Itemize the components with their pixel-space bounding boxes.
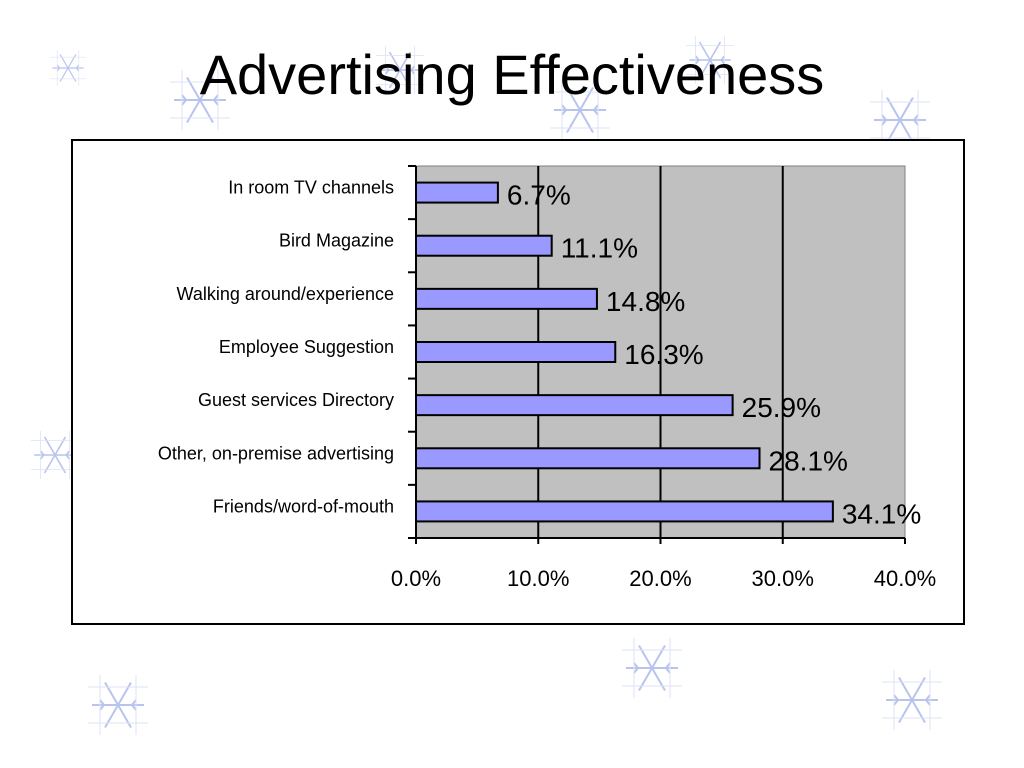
data-label: 25.9%: [742, 392, 821, 423]
data-label: 14.8%: [606, 286, 685, 317]
category-label: Walking around/experience: [177, 284, 394, 304]
category-label: Bird Magazine: [279, 231, 394, 251]
data-label: 11.1%: [561, 233, 638, 264]
x-tick-label: 30.0%: [752, 566, 814, 591]
x-tick-label: 0.0%: [391, 566, 441, 591]
x-tick-label: 10.0%: [507, 566, 569, 591]
bar: [415, 394, 734, 417]
bar: [415, 181, 499, 204]
data-label: 34.1%: [842, 498, 921, 529]
category-label: In room TV channels: [228, 178, 394, 198]
category-label: Friends/word-of-mouth: [213, 496, 394, 516]
data-label: 6.7%: [507, 180, 571, 211]
bar: [415, 341, 617, 363]
bar: [415, 447, 761, 470]
data-label: 28.1%: [769, 445, 848, 476]
x-tick-label: 40.0%: [874, 566, 936, 591]
category-label: Guest services Directory: [198, 390, 394, 410]
slide-title: Advertising Effectiveness: [199, 43, 825, 106]
bar: [415, 500, 834, 523]
x-tick-label: 20.0%: [629, 566, 691, 591]
category-label: Other, on-premise advertising: [158, 443, 394, 463]
bar: [415, 287, 598, 310]
category-label: Employee Suggestion: [219, 337, 394, 357]
data-label: 16.3%: [624, 339, 703, 370]
bar: [415, 234, 553, 257]
